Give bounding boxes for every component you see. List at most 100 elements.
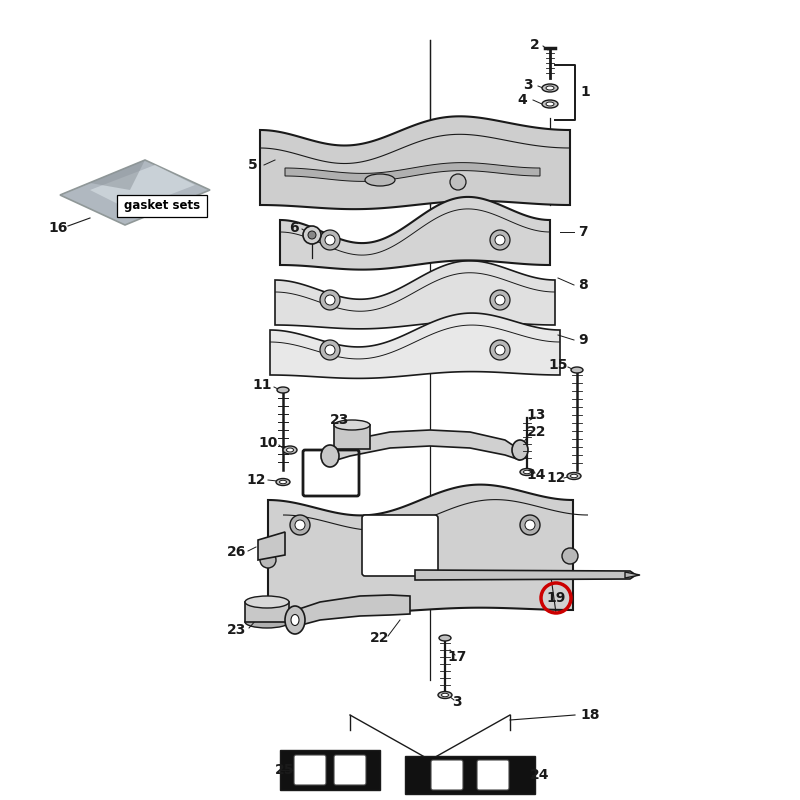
- Polygon shape: [280, 197, 550, 270]
- Ellipse shape: [512, 440, 528, 460]
- Polygon shape: [415, 570, 636, 580]
- Circle shape: [303, 226, 321, 244]
- Ellipse shape: [520, 469, 534, 475]
- Text: 18: 18: [580, 708, 600, 722]
- Polygon shape: [280, 750, 380, 790]
- Text: 26: 26: [227, 545, 246, 559]
- Ellipse shape: [334, 420, 370, 430]
- Polygon shape: [334, 425, 370, 449]
- Circle shape: [520, 515, 540, 535]
- Text: 13: 13: [526, 408, 546, 422]
- FancyBboxPatch shape: [117, 195, 207, 217]
- Polygon shape: [60, 160, 210, 225]
- Text: 4: 4: [517, 93, 527, 107]
- Text: 9: 9: [578, 333, 588, 347]
- Ellipse shape: [283, 446, 297, 454]
- FancyBboxPatch shape: [334, 755, 366, 785]
- Text: 16: 16: [48, 221, 68, 235]
- Ellipse shape: [276, 478, 290, 486]
- Circle shape: [320, 230, 340, 250]
- Circle shape: [325, 295, 335, 305]
- Ellipse shape: [365, 174, 395, 186]
- Text: 14: 14: [526, 468, 546, 482]
- Polygon shape: [268, 485, 573, 612]
- Text: 22: 22: [527, 425, 546, 439]
- Text: gasket sets: gasket sets: [124, 199, 200, 213]
- Ellipse shape: [542, 84, 558, 92]
- Text: 11: 11: [252, 378, 272, 392]
- Polygon shape: [245, 602, 289, 622]
- Circle shape: [450, 174, 466, 190]
- Polygon shape: [405, 756, 535, 794]
- Text: 2: 2: [530, 38, 540, 52]
- Text: 12: 12: [246, 473, 266, 487]
- Polygon shape: [290, 595, 410, 628]
- Text: 3: 3: [523, 78, 533, 92]
- FancyBboxPatch shape: [294, 755, 326, 785]
- Text: 17: 17: [447, 650, 466, 664]
- Polygon shape: [285, 162, 540, 182]
- Ellipse shape: [334, 444, 370, 454]
- Circle shape: [495, 345, 505, 355]
- Circle shape: [308, 231, 316, 239]
- Polygon shape: [330, 430, 520, 462]
- Circle shape: [562, 548, 578, 564]
- FancyBboxPatch shape: [431, 760, 463, 790]
- Ellipse shape: [277, 387, 289, 393]
- FancyBboxPatch shape: [362, 515, 438, 576]
- Ellipse shape: [570, 474, 578, 478]
- Text: 6: 6: [289, 221, 299, 235]
- Text: 12: 12: [546, 471, 566, 485]
- Text: 25: 25: [275, 763, 294, 777]
- Circle shape: [295, 520, 305, 530]
- Polygon shape: [260, 116, 570, 209]
- Polygon shape: [275, 261, 555, 329]
- FancyBboxPatch shape: [477, 760, 509, 790]
- Circle shape: [525, 520, 535, 530]
- Ellipse shape: [542, 100, 558, 108]
- Ellipse shape: [523, 470, 530, 474]
- Ellipse shape: [321, 445, 339, 467]
- Text: 5: 5: [248, 158, 258, 172]
- Polygon shape: [258, 532, 285, 560]
- Text: 24: 24: [530, 768, 550, 782]
- Circle shape: [260, 552, 276, 568]
- Ellipse shape: [286, 448, 294, 452]
- Text: 15: 15: [548, 358, 568, 372]
- Circle shape: [320, 340, 340, 360]
- Circle shape: [495, 235, 505, 245]
- Circle shape: [325, 345, 335, 355]
- Ellipse shape: [571, 367, 583, 373]
- Text: 23: 23: [227, 623, 246, 637]
- Circle shape: [490, 290, 510, 310]
- Circle shape: [325, 235, 335, 245]
- Ellipse shape: [442, 694, 449, 697]
- Text: 3: 3: [452, 695, 462, 709]
- Ellipse shape: [279, 480, 286, 484]
- Circle shape: [490, 230, 510, 250]
- Text: 23: 23: [330, 413, 350, 427]
- Text: 8: 8: [578, 278, 588, 292]
- Circle shape: [495, 295, 505, 305]
- Text: 10: 10: [258, 436, 278, 450]
- Ellipse shape: [546, 86, 554, 90]
- Polygon shape: [60, 160, 145, 195]
- Ellipse shape: [567, 473, 581, 479]
- Ellipse shape: [245, 616, 289, 628]
- Text: 1: 1: [580, 85, 590, 99]
- Ellipse shape: [285, 606, 305, 634]
- Text: 7: 7: [578, 225, 588, 239]
- Polygon shape: [625, 572, 640, 578]
- Ellipse shape: [245, 596, 289, 608]
- Circle shape: [490, 340, 510, 360]
- Ellipse shape: [291, 614, 299, 626]
- Polygon shape: [90, 165, 195, 210]
- Text: 19: 19: [546, 591, 566, 605]
- Ellipse shape: [546, 102, 554, 106]
- Text: 22: 22: [370, 631, 390, 645]
- Ellipse shape: [438, 691, 452, 698]
- Polygon shape: [270, 313, 560, 378]
- Circle shape: [320, 290, 340, 310]
- Circle shape: [290, 515, 310, 535]
- Ellipse shape: [439, 635, 451, 641]
